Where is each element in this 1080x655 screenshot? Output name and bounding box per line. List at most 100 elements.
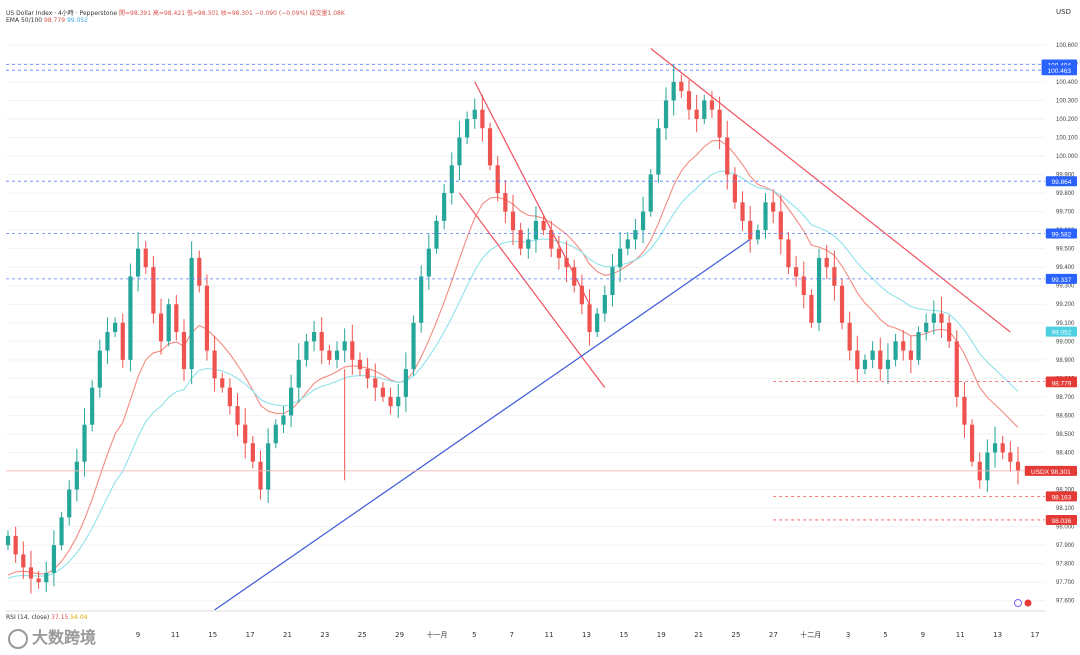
candle <box>579 285 584 305</box>
candle <box>342 341 347 351</box>
rsi-value-2: 54.04 <box>70 614 88 621</box>
candle <box>411 322 416 370</box>
candle <box>403 369 408 397</box>
price-tag-text: 99.052 <box>1051 330 1071 337</box>
candle <box>924 322 929 333</box>
x-tick-label: 11 <box>171 631 180 639</box>
candle <box>449 165 454 194</box>
price-tag <box>1045 514 1077 525</box>
y-tick-label: 97.700 <box>1056 580 1075 586</box>
y-tick-label: 99.000 <box>1056 339 1075 345</box>
candle <box>266 443 271 490</box>
trend-lines <box>214 48 1011 611</box>
candle <box>487 128 493 166</box>
price-tag-text: USDX 98.301 <box>1031 469 1071 476</box>
candle <box>13 535 18 555</box>
price-labels: 100.494100.46399.86499.58299.33799.05298… <box>1024 59 1077 525</box>
x-tick-label: 11 <box>956 631 965 639</box>
candle <box>472 109 477 119</box>
price-tag <box>1045 176 1077 187</box>
candle <box>763 202 768 231</box>
x-tick-label: 十一月 <box>427 630 448 639</box>
candle <box>434 220 439 249</box>
chart-title-text: US Dollar Index · 4小時 · Pepperstone <box>6 10 118 17</box>
y-tick-label: 98.500 <box>1056 432 1075 438</box>
candle <box>128 276 133 360</box>
chart-title: US Dollar Index · 4小時 · Pepperstone 開=98… <box>6 8 345 17</box>
candle <box>663 100 669 129</box>
candle <box>947 322 952 342</box>
y-tick-label: 99.100 <box>1056 321 1075 327</box>
candle <box>916 332 921 360</box>
price-tag-text: 99.337 <box>1051 277 1071 284</box>
candle <box>90 387 95 425</box>
y-tick-label: 98.200 <box>1056 488 1075 494</box>
x-tick-label: 13 <box>582 631 591 639</box>
candle <box>311 332 317 342</box>
y-tick-label: 99.400 <box>1056 265 1075 271</box>
price-tag <box>1045 377 1077 388</box>
candle <box>755 230 760 240</box>
x-tick-label: 17 <box>1031 631 1040 639</box>
candle <box>824 257 829 268</box>
candle <box>679 81 684 92</box>
y-tick-label: 100.300 <box>1056 98 1078 104</box>
candle <box>549 230 554 249</box>
channel-upper-line <box>474 81 591 305</box>
candle <box>794 267 799 277</box>
candle <box>839 285 845 323</box>
y-tick-label: 99.700 <box>1056 210 1075 216</box>
candle <box>235 406 240 425</box>
x-tick-label: 十二月 <box>800 630 821 639</box>
y-tick-label: 98.700 <box>1056 395 1075 401</box>
horizontal-levels <box>6 64 1045 521</box>
candle <box>143 248 148 268</box>
y-tick-label: 100.000 <box>1056 154 1078 160</box>
ema-legend: EMA 50/100 98.779 99.052 <box>6 17 88 24</box>
chart-decor <box>1014 599 1032 607</box>
candle <box>21 554 26 568</box>
x-tick-label: 23 <box>320 631 329 639</box>
ohlc-readout: 開=98.391 高=98.421 低=98.301 收=98.301 −0.0… <box>119 10 345 17</box>
candle <box>197 257 202 286</box>
support-line <box>214 238 751 611</box>
x-tick-label: 15 <box>208 631 217 639</box>
candle <box>556 248 562 258</box>
candle <box>740 202 745 221</box>
ema-legend-label: EMA 50/100 <box>6 17 43 24</box>
candle <box>74 461 79 490</box>
candle <box>602 294 607 314</box>
candle <box>166 304 171 342</box>
candle <box>954 341 959 397</box>
candle <box>151 267 156 314</box>
candle <box>686 91 692 110</box>
candle <box>526 239 531 249</box>
candle <box>281 415 286 425</box>
candle <box>510 211 516 231</box>
price-tag <box>1045 326 1077 337</box>
candle <box>1000 443 1005 453</box>
rsi-value-1: 37.15 <box>51 614 69 621</box>
candle <box>174 304 179 333</box>
candle <box>120 322 125 360</box>
x-tick-label: 25 <box>732 631 741 639</box>
candle <box>572 267 577 286</box>
x-tick-label: 21 <box>694 631 703 639</box>
candle <box>893 341 898 360</box>
x-tick-label: 25 <box>358 631 367 639</box>
candle <box>709 100 715 110</box>
candle <box>640 211 646 231</box>
candle <box>296 359 301 388</box>
candle <box>1015 461 1021 472</box>
candle <box>273 424 278 444</box>
y-tick-label: 100.200 <box>1056 117 1078 123</box>
price-tag-text: 100.463 <box>1048 68 1072 75</box>
candle <box>51 545 57 573</box>
candle <box>908 350 913 360</box>
price-tag-text: 98.036 <box>1051 518 1071 525</box>
candle <box>357 359 363 370</box>
candle <box>816 257 822 323</box>
x-axis: 9 11 15 17 21 23 25 29 十一月 5 7 11 13 15 19 21 25 27 十二月 3 5 9… <box>6 610 1045 639</box>
y-tick-label: 98.000 <box>1056 525 1075 531</box>
